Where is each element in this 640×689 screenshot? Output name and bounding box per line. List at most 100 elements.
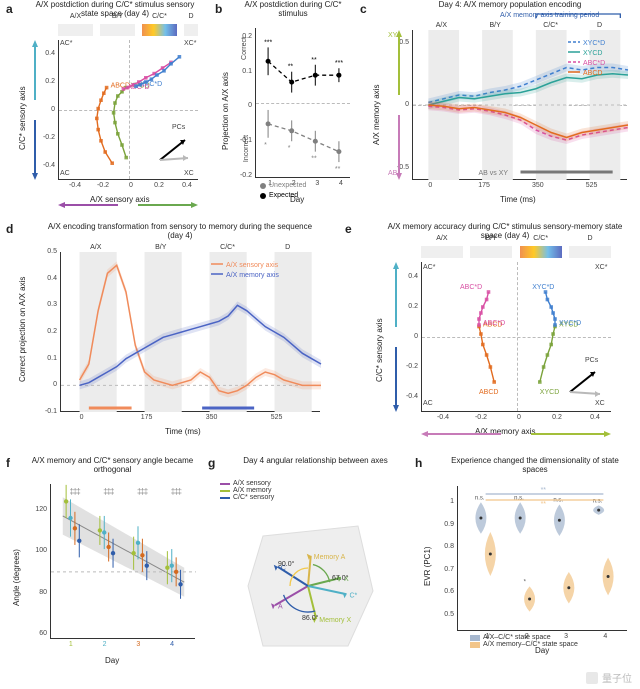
corner-label: XC*	[595, 264, 607, 271]
axis-arrow-y-icon	[30, 40, 40, 180]
panel-c-subtitle: A/X memory axis training period	[500, 12, 599, 19]
svg-text:A/X: A/X	[90, 244, 102, 251]
svg-text:90.0°: 90.0°	[278, 560, 295, 568]
watermark-text: 量子位	[602, 670, 632, 685]
panel-c-xlabel: Time (ms)	[500, 195, 536, 204]
corner-label: AC*	[423, 264, 435, 271]
panel-b: b A/X postdiction during C/C* stimulus *…	[215, 0, 355, 210]
legend-expected: Expected	[260, 192, 298, 199]
panel-b-plot: **************** 1234-0.2-0.100.10.2	[255, 28, 350, 178]
panel-h-title: Experience changed the dimensionality of…	[440, 456, 630, 474]
panel-c-title: Day 4: A/X memory population encoding	[390, 0, 630, 9]
panel-f-label: f	[6, 456, 10, 470]
svg-text:86.0°: 86.0°	[302, 614, 319, 622]
panel-g-label: g	[208, 456, 215, 470]
axis-arrow-y-icon	[391, 262, 401, 412]
svg-text:A/X sensory axis: A/X sensory axis	[226, 262, 279, 269]
panel-b-ytoplabel: Correct	[241, 37, 248, 60]
panel-h: h Experience changed the dimensionality …	[415, 456, 635, 666]
panel-g-plot: AXMemory AMemory XCC*90.0°67.0°86.0°	[208, 496, 408, 661]
panel-f-xlabel: Day	[105, 656, 119, 665]
svg-text:XYC*D: XYC*D	[532, 284, 554, 291]
panel-h-ylabel: EVR (PC1)	[423, 546, 432, 586]
panel-g: g Day 4 angular relationship between axe…	[208, 456, 408, 666]
panel-h-legend: A/X–C/C* state spaceA/X memory–C/C* stat…	[470, 634, 578, 648]
seq-label: C/C*	[142, 13, 177, 20]
svg-text:**: **	[541, 501, 547, 508]
corner-label: AC*	[60, 40, 72, 47]
svg-text:Memory A: Memory A	[314, 554, 346, 561]
svg-text:ABCD: ABCD	[583, 70, 602, 77]
pcs-arrows-icon	[150, 130, 200, 170]
panel-d-title: A/X encoding transformation from sensory…	[40, 222, 320, 240]
panel-f-plot: ‡‡‡‡‡‡‡‡‡‡‡‡ 60801001201234	[50, 484, 195, 639]
svg-text:ABC*D: ABC*D	[583, 60, 605, 67]
panel-d: d A/X encoding transformation from senso…	[0, 222, 330, 442]
panel-b-label: b	[215, 2, 222, 16]
panel-c-ylabel: A/X memory axis	[372, 85, 381, 145]
svg-text:n.s.: n.s.	[475, 495, 485, 501]
svg-text:*: *	[524, 579, 527, 585]
figure-root: a A/X postdiction during C/C* stimulus s…	[0, 0, 640, 689]
corner-label: AC	[60, 170, 70, 177]
seq-label: D	[569, 235, 611, 242]
panel-d-xlabel: Time (ms)	[165, 427, 201, 436]
svg-text:C*: C*	[350, 592, 358, 599]
svg-text:C/C*: C/C*	[220, 244, 235, 251]
svg-text:B/Y: B/Y	[155, 244, 167, 251]
svg-text:‡: ‡	[144, 487, 148, 496]
svg-text:ABC*D: ABC*D	[460, 284, 482, 291]
svg-text:n.s.: n.s.	[593, 498, 603, 504]
pcs-label: PCs	[585, 357, 598, 364]
seq-label: B/Y	[470, 235, 512, 242]
panel-a-seqstrip: A/X B/Y C/C* D	[58, 24, 198, 36]
svg-text:A: A	[278, 603, 283, 610]
panel-a: a A/X postdiction during C/C* stimulus s…	[0, 0, 210, 210]
panel-e-ylabel: C/C* sensory axis	[375, 318, 384, 382]
svg-text:67.0°: 67.0°	[332, 574, 349, 582]
panel-b-title: A/X postdiction during C/C* stimulus	[233, 0, 353, 18]
svg-text:ABC*D: ABC*D	[483, 320, 505, 327]
panel-e-seqstrip: A/X B/Y C/C* D	[421, 246, 611, 258]
seq-label: C/C*	[520, 235, 562, 242]
svg-text:D: D	[285, 244, 290, 251]
seq-label: D	[184, 13, 198, 20]
svg-text:B/Y: B/Y	[489, 22, 501, 29]
panel-d-label: d	[6, 222, 13, 236]
svg-text:**: **	[335, 166, 341, 173]
svg-text:XYCD: XYCD	[540, 389, 559, 396]
panel-c-label: c	[360, 2, 367, 16]
corner-label: XC*	[184, 40, 196, 47]
legend-unexpected: Unexpected	[260, 182, 306, 189]
panel-b-ylabel: Projection on A/X axis	[221, 72, 230, 150]
svg-text:C/C*: C/C*	[543, 22, 558, 29]
axis-arrow-x-icon	[421, 429, 611, 439]
svg-text:**: **	[311, 57, 317, 64]
svg-text:A/X memory axis: A/X memory axis	[226, 272, 279, 279]
svg-text:XYC*D: XYC*D	[583, 40, 605, 47]
svg-text:***: ***	[264, 39, 272, 46]
seq-label: B/Y	[100, 13, 135, 20]
watermark-logo-icon	[586, 672, 598, 684]
panel-f-ylabel: Angle (degrees)	[12, 549, 21, 606]
svg-text:‡: ‡	[76, 487, 80, 496]
svg-text:*: *	[288, 145, 291, 152]
panel-c-plot: A/XB/YC/C*DAB vs XYXYC*DXYCDABC*DABCD 01…	[412, 30, 627, 180]
panel-h-label: h	[415, 456, 422, 470]
svg-text:**: **	[311, 156, 317, 163]
panel-e: e A/X memory accuracy during C/C* stimul…	[345, 222, 635, 442]
seq-label: A/X	[58, 13, 93, 20]
panel-h-plot: n.s.n.s.n.s.n.s.***** 12340.50.60.70.80.…	[457, 486, 627, 631]
corner-label: AC	[423, 400, 433, 407]
panel-g-title: Day 4 angular relationship between axes	[228, 456, 403, 465]
svg-text:D: D	[597, 22, 602, 29]
panel-d-plot: A/XB/YC/C*DA/X sensory axisA/X memory ax…	[60, 252, 320, 412]
svg-text:‡: ‡	[178, 487, 182, 496]
corner-label: XC	[184, 170, 194, 177]
svg-text:**: **	[541, 487, 547, 494]
svg-text:AB vs XY: AB vs XY	[479, 170, 509, 177]
pcs-label: PCs	[172, 124, 185, 131]
panel-f: f A/X memory and C/C* sensory angle beca…	[0, 456, 200, 666]
pcs-arrows-icon	[560, 362, 615, 402]
svg-text:ABCD: ABCD	[479, 389, 498, 396]
